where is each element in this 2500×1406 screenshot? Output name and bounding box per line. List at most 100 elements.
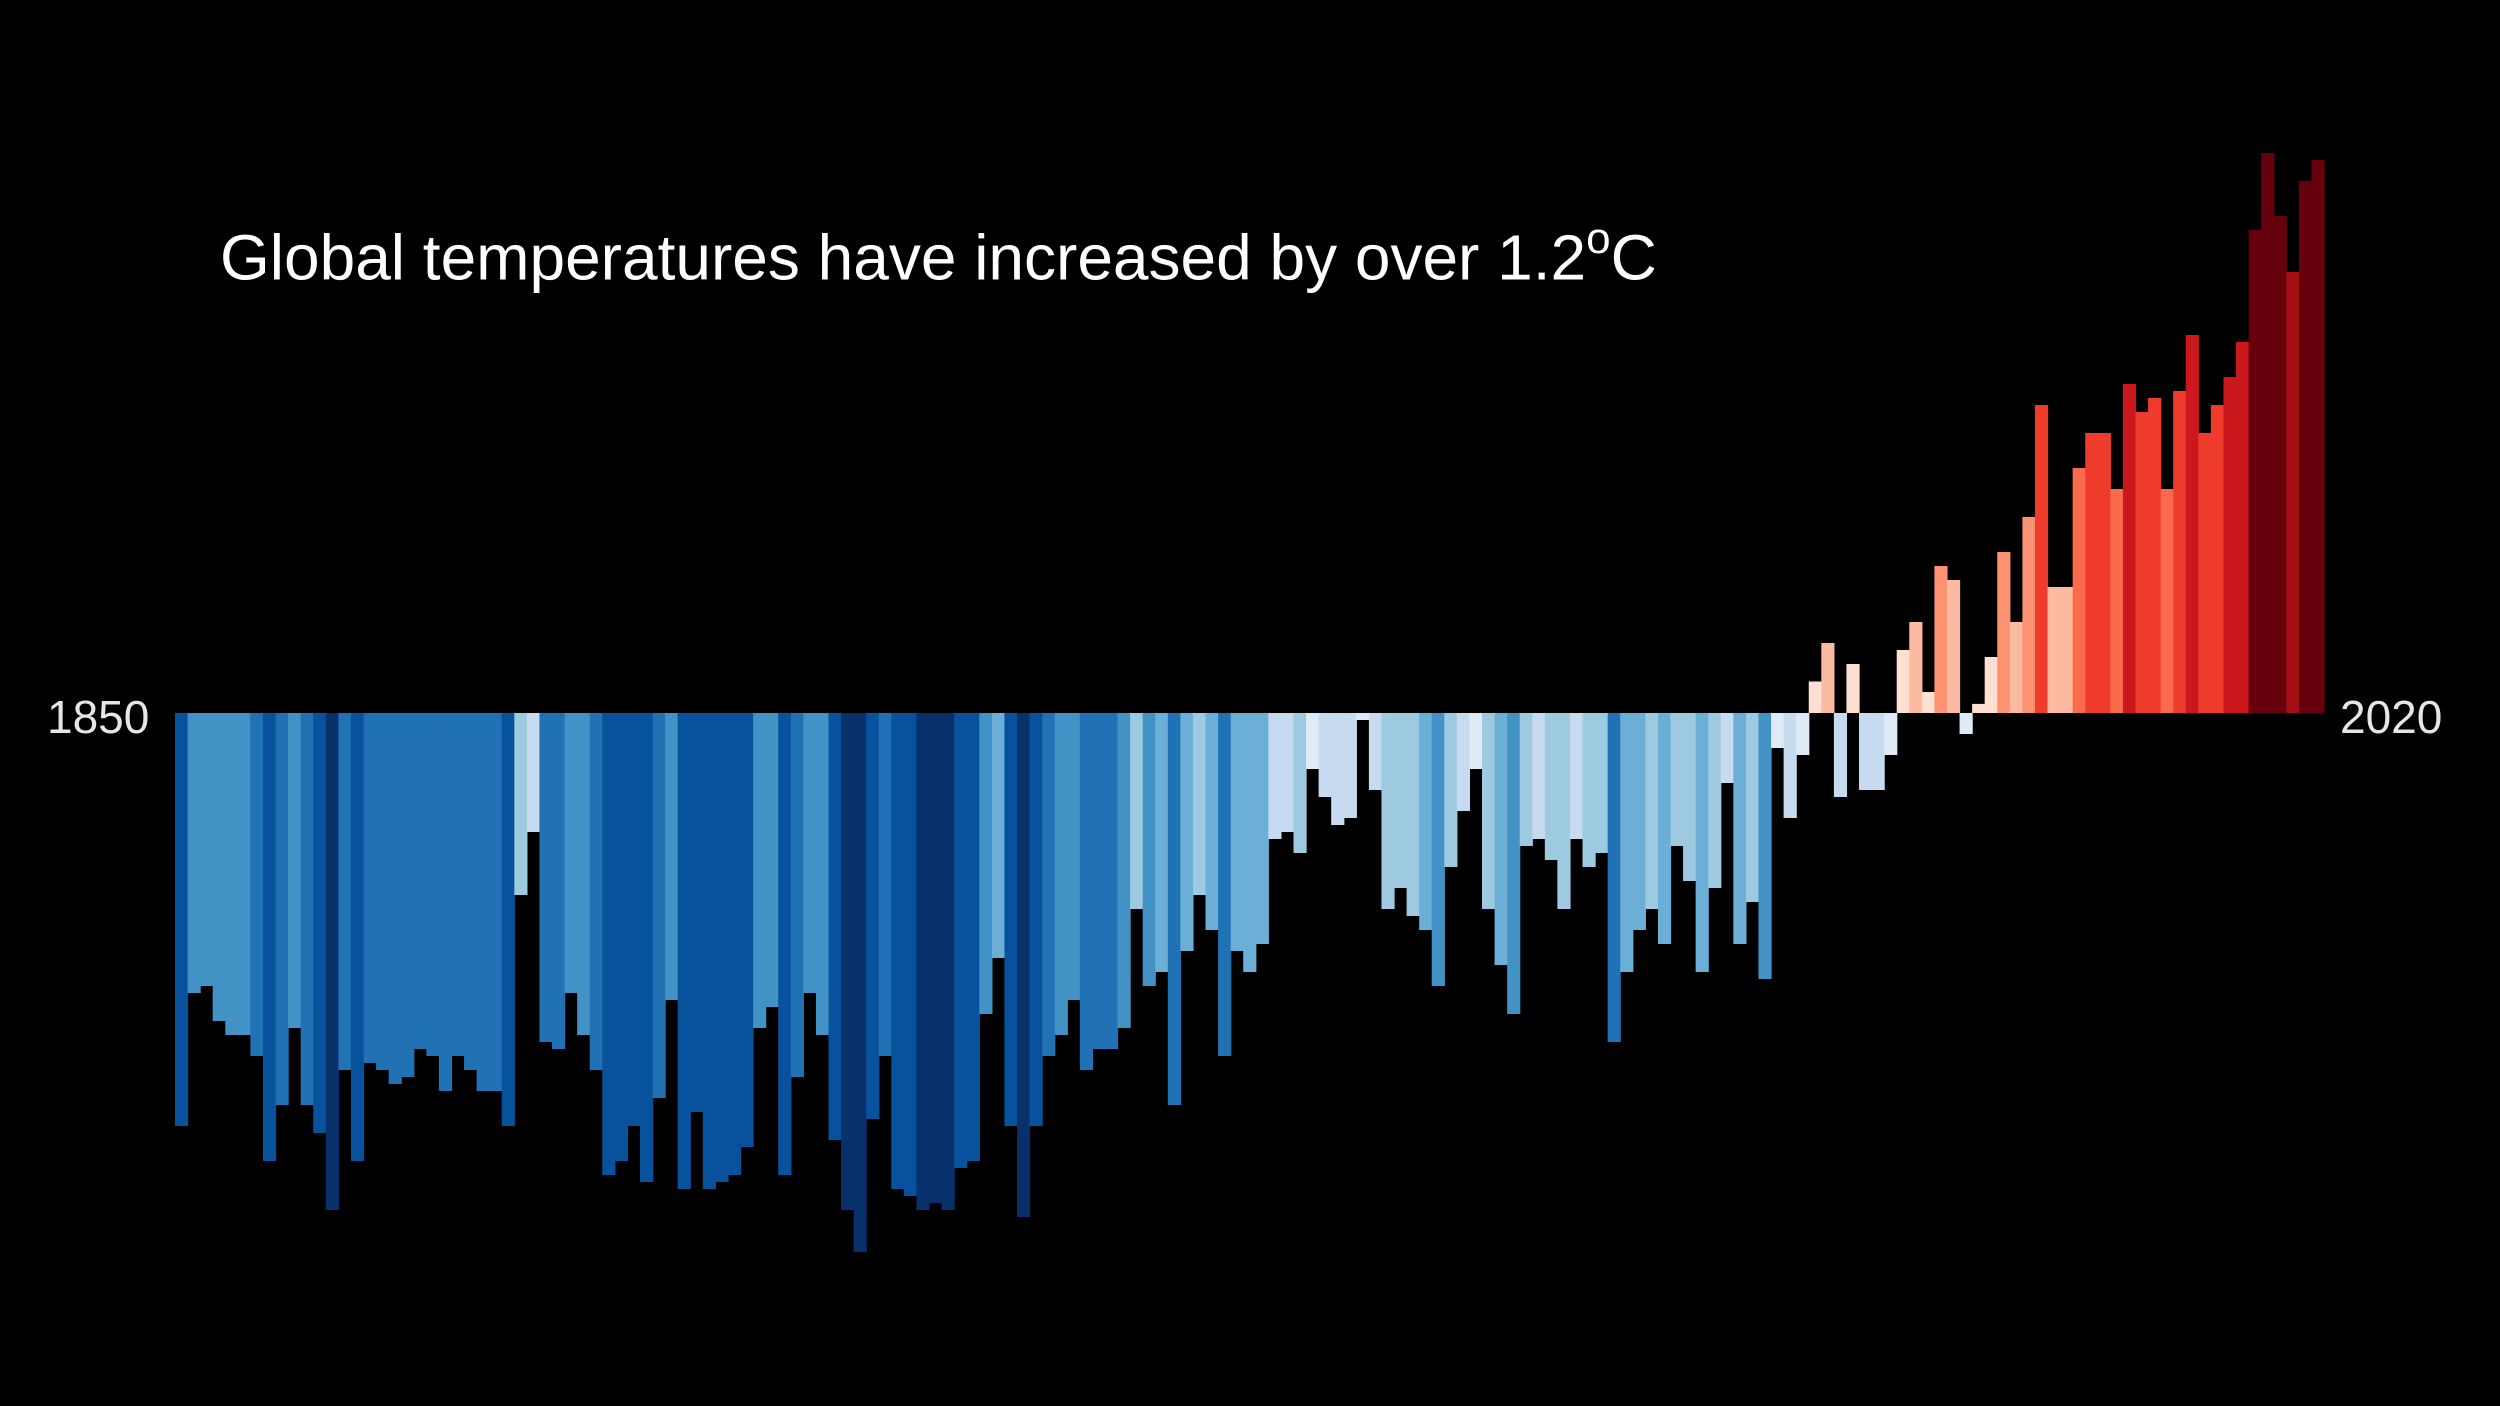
bar-1955 xyxy=(1494,713,1508,965)
bar-1872 xyxy=(451,713,465,1056)
bar-1995 xyxy=(1997,552,2011,713)
bar-1978 xyxy=(1783,713,1797,818)
bar-1964 xyxy=(1607,713,1621,1042)
end-year-label: 2020 xyxy=(2340,691,2443,743)
bar-1854 xyxy=(225,713,239,1035)
bar-1882 xyxy=(577,713,591,1035)
bar-1920 xyxy=(1054,713,1068,1035)
bar-1899 xyxy=(790,713,804,1077)
bar-1910 xyxy=(929,713,943,1203)
bar-1917 xyxy=(1017,713,1031,1217)
bar-1927 xyxy=(1142,713,1156,986)
bar-1921 xyxy=(1067,713,1081,1000)
unit-label: C xyxy=(1610,221,1657,294)
bar-1863 xyxy=(338,713,352,1070)
bar-1929 xyxy=(1167,713,1181,1105)
bar-1945 xyxy=(1368,713,1383,790)
bar-1909 xyxy=(916,713,930,1210)
bar-1914 xyxy=(979,713,993,1014)
bar-1867 xyxy=(388,713,402,1084)
bars-group xyxy=(175,153,2325,1252)
bar-1888 xyxy=(652,713,666,1098)
bar-1930 xyxy=(1180,713,1194,951)
bar-1907 xyxy=(891,713,905,1189)
bar-1966 xyxy=(1632,713,1646,930)
bar-2014 xyxy=(2236,342,2250,713)
bar-1855 xyxy=(237,713,252,1035)
bar-1991 xyxy=(1946,580,1961,713)
bar-1975 xyxy=(1745,713,1760,902)
bar-1868 xyxy=(401,713,415,1077)
bar-1871 xyxy=(438,713,453,1091)
bar-1922 xyxy=(1079,713,1094,1070)
bar-1990 xyxy=(1934,566,1948,713)
bar-1856 xyxy=(250,713,264,1056)
bar-2019 xyxy=(2298,181,2313,713)
bar-1881 xyxy=(564,713,578,993)
bar-1926 xyxy=(1130,713,1144,909)
degree-symbol: o xyxy=(1586,214,1611,263)
bar-1903 xyxy=(841,713,855,1210)
bar-1931 xyxy=(1192,713,1207,895)
bar-1886 xyxy=(627,713,641,1126)
bar-1880 xyxy=(552,713,566,1049)
bar-1935 xyxy=(1243,713,1257,972)
bar-1883 xyxy=(589,713,603,1070)
bar-1925 xyxy=(1117,713,1131,1028)
bar-1972 xyxy=(1708,713,1722,888)
bar-2012 xyxy=(2210,405,2225,713)
bar-1986 xyxy=(1884,713,1898,755)
bar-1911 xyxy=(941,713,955,1210)
bar-1996 xyxy=(2009,622,2023,713)
bar-1951 xyxy=(1444,713,1458,867)
bar-1977 xyxy=(1771,713,1785,748)
bar-2000 xyxy=(2060,587,2074,713)
chart-title-text: Global temperatures have increased by ov… xyxy=(220,221,1587,294)
bar-1906 xyxy=(878,713,892,1056)
bar-1879 xyxy=(539,713,553,1042)
bar-2010 xyxy=(2185,335,2199,713)
bar-1878 xyxy=(526,713,541,832)
bar-2013 xyxy=(2223,377,2237,713)
chart-title: Global temperatures have increased by ov… xyxy=(220,214,1657,294)
bar-1937 xyxy=(1268,713,1282,839)
bar-1869 xyxy=(413,713,427,1049)
bar-1932 xyxy=(1205,713,1219,930)
bar-1985 xyxy=(1871,713,1885,790)
bar-1857 xyxy=(262,713,277,1161)
bar-1946 xyxy=(1381,713,1395,909)
bar-2007 xyxy=(2148,398,2162,713)
bar-2009 xyxy=(2173,391,2187,713)
bar-1999 xyxy=(2047,587,2061,713)
bar-1870 xyxy=(426,713,440,1056)
bar-2006 xyxy=(2135,412,2149,713)
bar-1889 xyxy=(665,713,679,1000)
bar-1960 xyxy=(1557,713,1571,909)
bar-2016 xyxy=(2261,153,2275,713)
bar-1952 xyxy=(1456,713,1471,811)
bar-1997 xyxy=(2022,517,2036,713)
bar-1915 xyxy=(991,713,1006,958)
bar-1918 xyxy=(1029,713,1043,1126)
bar-1967 xyxy=(1645,713,1659,909)
bar-1959 xyxy=(1544,713,1558,860)
bar-1919 xyxy=(1042,713,1056,1056)
bar-1982 xyxy=(1833,713,1848,797)
bar-2018 xyxy=(2286,272,2300,713)
bar-1877 xyxy=(514,713,528,895)
bar-1902 xyxy=(828,713,842,1140)
bar-1941 xyxy=(1318,713,1332,797)
bar-1965 xyxy=(1620,713,1634,972)
bar-2017 xyxy=(2273,216,2287,713)
bar-1852 xyxy=(200,713,214,986)
bar-1923 xyxy=(1092,713,1106,1049)
bar-1874 xyxy=(476,713,490,1091)
bar-1968 xyxy=(1657,713,1672,944)
bar-1933 xyxy=(1218,713,1232,1056)
bar-1893 xyxy=(715,713,729,1182)
bar-2005 xyxy=(2122,384,2137,713)
bar-1908 xyxy=(903,713,918,1196)
bar-2003 xyxy=(2097,433,2111,713)
bar-1981 xyxy=(1821,643,1835,713)
